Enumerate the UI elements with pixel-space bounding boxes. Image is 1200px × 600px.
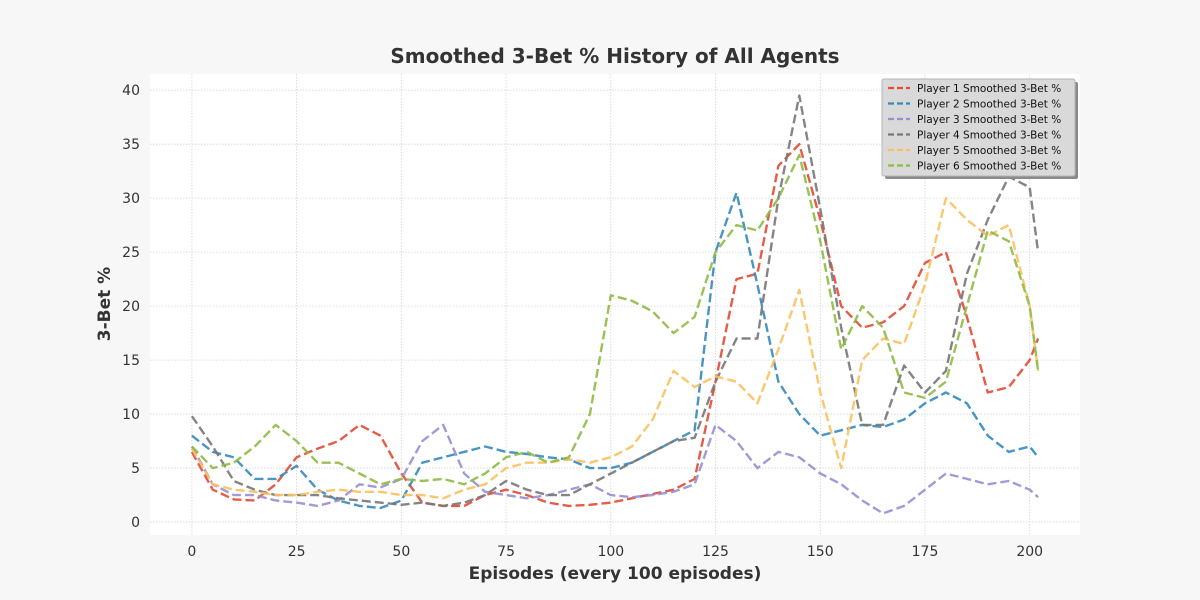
series-line-player-6: [191, 153, 1040, 486]
series-line-player-2: [191, 191, 1040, 510]
y-tick-label: 25: [122, 245, 140, 261]
y-ticks: 0 5 10 15 20 25 30 35 40: [122, 83, 140, 531]
x-tick-label: 200: [1016, 544, 1043, 560]
legend-entry: Player 2 Smoothed 3-Bet %: [917, 99, 1061, 111]
y-tick-label: 5: [131, 461, 140, 477]
series-line-player-4: [190, 94, 1040, 508]
series-line-player-3: [190, 423, 1039, 515]
x-ticks: 0 25 50 75 100 125 150 175 200: [187, 544, 1043, 560]
y-axis-label: 3-Bet %: [95, 267, 115, 341]
series-line-player-1: [190, 143, 1040, 508]
series-group: [190, 94, 1040, 515]
legend-entry: Player 3 Smoothed 3-Bet %: [917, 114, 1061, 126]
y-tick-label: 35: [122, 137, 140, 153]
x-tick-label: 125: [702, 544, 729, 560]
x-tick-label: 150: [807, 544, 834, 560]
legend-entry: Player 6 Smoothed 3-Bet %: [917, 161, 1061, 173]
legend-entry: Player 1 Smoothed 3-Bet %: [917, 83, 1061, 95]
legend: Player 1 Smoothed 3-Bet % Player 2 Smooth…: [881, 78, 1078, 179]
y-tick-label: 10: [122, 407, 140, 423]
x-tick-label: 25: [288, 544, 306, 560]
x-tick-label: 100: [597, 544, 624, 560]
x-tick-label: 0: [187, 544, 196, 560]
y-tick-label: 30: [122, 191, 140, 207]
x-tick-label: 50: [392, 544, 410, 560]
x-tick-label: 75: [497, 544, 515, 560]
x-axis-label: Episodes (every 100 episodes): [469, 564, 762, 584]
legend-entry: Player 5 Smoothed 3-Bet %: [917, 145, 1061, 157]
y-tick-label: 15: [122, 353, 140, 369]
legend-box: [881, 78, 1076, 177]
x-tick-label: 175: [912, 544, 939, 560]
legend-entry: Player 4 Smoothed 3-Bet %: [917, 130, 1061, 142]
y-tick-label: 20: [122, 299, 140, 315]
series-line-player-5: [190, 197, 1040, 500]
y-tick-label: 40: [122, 83, 140, 99]
chart-title: Smoothed 3-Bet % History of All Agents: [390, 44, 839, 68]
y-tick-label: 0: [131, 515, 140, 531]
